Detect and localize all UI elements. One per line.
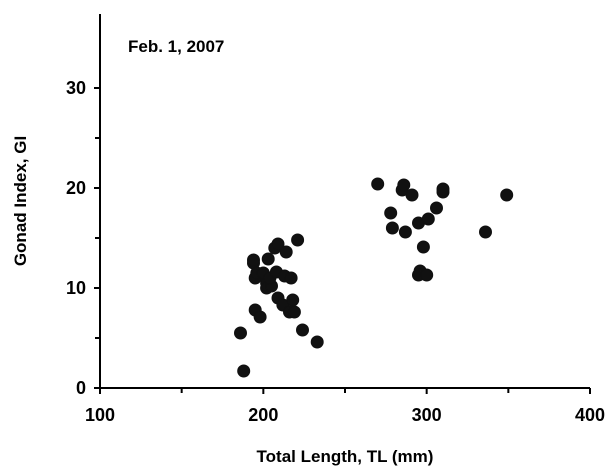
data-point — [416, 240, 430, 254]
data-point — [291, 233, 305, 247]
y-tick-label: 10 — [66, 278, 86, 298]
x-tick-label: 200 — [248, 405, 278, 425]
y-tick-label: 20 — [66, 178, 86, 198]
y-axis-title: Gonad Index, GI — [11, 136, 30, 266]
axis-ticks: 100 200 300 400 0 10 20 30 — [66, 78, 605, 425]
data-point — [385, 221, 399, 235]
data-point — [398, 225, 412, 239]
data-point — [436, 182, 450, 196]
data-point — [479, 225, 492, 239]
data-point — [284, 271, 298, 285]
x-tick-label: 300 — [412, 405, 442, 425]
data-point — [247, 253, 260, 267]
data-point — [421, 212, 435, 226]
data-point — [430, 201, 443, 215]
data-point — [405, 188, 419, 202]
data-point — [310, 335, 324, 349]
data-points — [234, 177, 514, 378]
data-point — [237, 364, 251, 378]
data-point — [253, 310, 267, 324]
x-tick-label: 400 — [575, 405, 605, 425]
data-point — [397, 178, 411, 192]
data-point — [279, 245, 293, 259]
chart-annotation: Feb. 1, 2007 — [128, 37, 224, 56]
data-point — [234, 326, 247, 340]
plot-area: 100 200 300 400 0 10 20 30 — [66, 14, 605, 425]
y-tick-label: 0 — [76, 378, 86, 398]
data-point — [261, 252, 275, 266]
data-point — [384, 206, 398, 220]
data-point — [271, 237, 285, 251]
y-tick-label: 30 — [66, 78, 86, 98]
data-point — [500, 188, 514, 202]
data-point — [287, 305, 301, 319]
x-axis-title: Total Length, TL (mm) — [257, 447, 434, 466]
data-point — [420, 268, 434, 282]
data-point — [286, 293, 300, 307]
x-tick-label: 100 — [85, 405, 115, 425]
data-point — [371, 177, 385, 191]
data-point — [296, 323, 309, 337]
